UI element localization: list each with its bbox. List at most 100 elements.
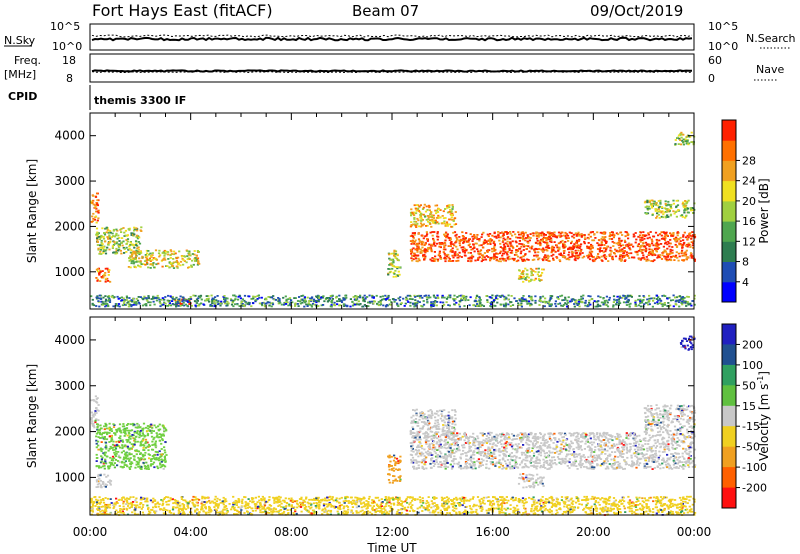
echo-cell bbox=[428, 219, 432, 221]
echo-cell bbox=[541, 231, 544, 234]
echo-cell bbox=[628, 303, 631, 306]
echo-cell bbox=[551, 245, 554, 248]
echo-cell bbox=[536, 237, 539, 240]
echo-cell bbox=[120, 231, 123, 233]
echo-cell bbox=[512, 259, 516, 262]
echo-cell bbox=[652, 200, 655, 203]
echo-cell bbox=[436, 231, 439, 233]
echo-cell bbox=[99, 424, 102, 427]
echo-cell bbox=[99, 244, 102, 247]
power-ylabel: Slant Range [km] bbox=[25, 159, 39, 263]
echo-cell bbox=[194, 260, 197, 262]
echo-cell bbox=[258, 296, 261, 299]
echo-cell bbox=[560, 294, 564, 297]
echo-cell bbox=[524, 298, 527, 301]
echo-cell bbox=[99, 484, 102, 487]
echo-cell bbox=[123, 300, 126, 303]
echo-cell bbox=[667, 216, 670, 218]
echo-cell bbox=[182, 511, 185, 514]
echo-cell bbox=[144, 442, 147, 445]
echo-cell bbox=[631, 256, 634, 259]
echo-cell bbox=[619, 254, 622, 257]
echo-cell bbox=[430, 302, 433, 305]
echo-cell bbox=[450, 210, 453, 212]
echo-cell bbox=[139, 429, 142, 432]
echo-cell bbox=[451, 218, 454, 221]
echo-cell bbox=[517, 302, 520, 305]
echo-cell bbox=[137, 433, 140, 436]
echo-cell bbox=[530, 274, 533, 277]
echo-cell bbox=[422, 213, 425, 216]
colorbar-segment bbox=[722, 140, 736, 161]
echo-cell bbox=[107, 229, 110, 232]
echo-cell bbox=[493, 235, 496, 238]
echo-cell bbox=[564, 255, 567, 258]
echo-cell bbox=[442, 222, 445, 224]
echo-cell bbox=[153, 297, 157, 299]
echo-cell bbox=[670, 234, 673, 237]
echo-cell bbox=[429, 246, 432, 249]
echo-cell bbox=[398, 273, 401, 276]
echo-cell bbox=[342, 512, 345, 514]
echo-cell bbox=[132, 232, 135, 235]
echo-cell bbox=[575, 302, 578, 305]
echo-cell bbox=[599, 250, 602, 252]
echo-cell bbox=[626, 232, 629, 235]
echo-cell bbox=[673, 212, 676, 215]
echo-cell bbox=[115, 249, 118, 252]
echo-cell bbox=[141, 453, 144, 456]
echo-cell bbox=[520, 245, 523, 248]
echo-cell bbox=[121, 439, 124, 442]
echo-cell bbox=[565, 237, 568, 239]
echo-cell bbox=[526, 236, 530, 238]
echo-cell bbox=[379, 299, 382, 302]
echo-cell bbox=[138, 436, 141, 439]
echo-cell bbox=[149, 301, 152, 304]
echo-cell bbox=[125, 296, 129, 299]
echo-cell bbox=[600, 301, 603, 304]
echo-cell bbox=[536, 273, 539, 276]
echo-cell bbox=[108, 299, 111, 301]
echo-cell bbox=[270, 296, 274, 299]
echo-cell bbox=[423, 244, 426, 246]
echo-cell bbox=[570, 248, 573, 251]
echo-cell bbox=[129, 457, 132, 459]
echo-cell bbox=[542, 250, 545, 252]
echo-cell bbox=[455, 233, 458, 236]
echo-cell bbox=[580, 235, 583, 237]
echo-cell bbox=[129, 258, 132, 261]
echo-cell bbox=[536, 248, 539, 251]
echo-cell bbox=[153, 457, 156, 459]
echo-cell bbox=[363, 294, 366, 297]
echo-cell bbox=[430, 506, 433, 509]
echo-cell bbox=[495, 297, 498, 299]
echo-cell bbox=[397, 499, 400, 502]
echo-cell bbox=[423, 253, 426, 256]
echo-cell bbox=[598, 304, 601, 307]
echo-cell bbox=[422, 303, 426, 306]
echo-cell bbox=[115, 228, 118, 231]
echo-cell bbox=[544, 234, 547, 236]
echo-cell bbox=[456, 238, 459, 241]
echo-cell bbox=[187, 501, 190, 504]
echo-cell bbox=[266, 501, 269, 503]
echo-cell bbox=[654, 244, 657, 247]
echo-cell bbox=[563, 243, 566, 246]
echo-cell bbox=[258, 302, 261, 305]
echo-cell bbox=[123, 231, 126, 234]
echo-cell bbox=[118, 248, 121, 251]
echo-cell bbox=[135, 236, 138, 238]
echo-cell bbox=[384, 294, 387, 297]
echo-cell bbox=[296, 303, 299, 305]
echo-cell bbox=[675, 296, 678, 299]
echo-cell bbox=[159, 462, 162, 465]
echo-cell bbox=[110, 447, 113, 450]
echo-cell bbox=[476, 512, 479, 515]
echo-cell bbox=[134, 438, 137, 441]
echo-cell bbox=[125, 439, 128, 441]
echo-cell bbox=[92, 413, 95, 416]
echo-cell bbox=[557, 298, 560, 300]
echo-cell bbox=[418, 205, 421, 208]
echo-cell bbox=[593, 300, 596, 302]
